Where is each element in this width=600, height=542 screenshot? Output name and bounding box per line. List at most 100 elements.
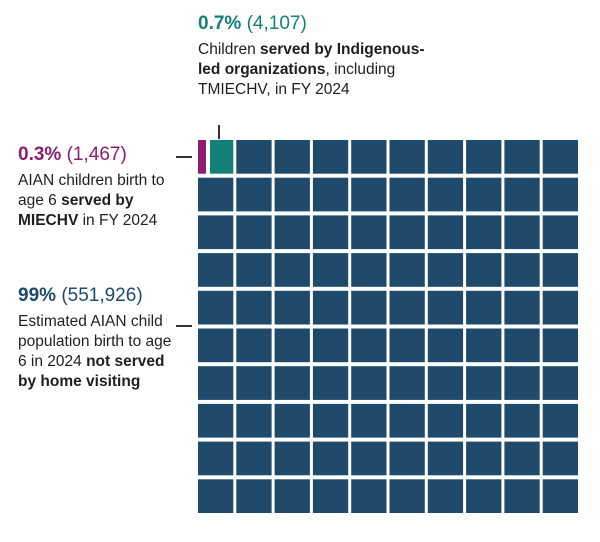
waffle-cell-not-served (427, 441, 464, 476)
waffle-cell-not-served (351, 479, 387, 513)
waffle-cell-not-served (274, 441, 310, 476)
waffle-cell-not-served (504, 479, 540, 513)
annotation-header: 0.7% (4,107) (198, 12, 438, 36)
waffle-cell-not-served (427, 366, 464, 400)
waffle-cell-not-served (198, 328, 234, 363)
waffle-cell-not-served (312, 366, 349, 400)
waffle-cell-not-served (351, 441, 387, 476)
waffle-cell-not-served (274, 479, 310, 513)
waffle-cell-not-served (274, 403, 310, 438)
leader-line-not-served (176, 325, 192, 327)
waffle-cell-not-served (198, 479, 234, 513)
waffle-cell-not-served (542, 328, 578, 363)
pct-label: 0.3% (18, 144, 62, 165)
count-label: (4,107) (246, 13, 307, 34)
waffle-cell-not-served (466, 177, 502, 212)
waffle-cell-not-served (542, 441, 578, 476)
waffle-cell-not-served (504, 177, 540, 212)
annotation-text-run: in FY 2024 (78, 212, 158, 229)
waffle-cell-not-served (274, 215, 310, 250)
waffle-cell-not-served (504, 366, 540, 400)
waffle-cell-not-served (351, 140, 387, 174)
annotation-text: Children served by Indigenous-led organi… (198, 40, 438, 100)
waffle-cell-not-served (236, 403, 272, 438)
pct-label: 0.7% (198, 13, 242, 34)
waffle-cell-not-served (389, 403, 425, 438)
waffle-cell-not-served (236, 140, 272, 174)
waffle-cell-not-served (312, 479, 349, 513)
waffle-cell-not-served (466, 441, 502, 476)
waffle-cell-not-served (351, 177, 387, 212)
waffle-cell-not-served (274, 253, 310, 287)
waffle-cell-not-served (389, 290, 425, 325)
waffle-cell-not-served (466, 140, 502, 174)
waffle-cell-not-served (312, 441, 349, 476)
waffle-cell-not-served (351, 403, 387, 438)
waffle-cell-not-served (542, 253, 578, 287)
waffle-cell-not-served (542, 215, 578, 250)
waffle-cell-not-served (389, 328, 425, 363)
annotation-text-run: served by MIECHV (18, 192, 134, 229)
annotation-not-served: 99% (551,926) Estimated AIAN child popul… (18, 284, 178, 392)
count-label: (551,926) (61, 285, 143, 306)
waffle-cell-not-served (427, 253, 464, 287)
waffle-cell-not-served (389, 215, 425, 250)
waffle-cell-not-served (389, 441, 425, 476)
annotation-miechv: 0.3% (1,467) AIAN children birth to age … (18, 143, 190, 231)
waffle-cell-not-served (351, 253, 387, 287)
waffle-cell-indigenous-led (210, 140, 234, 174)
waffle-cell-not-served (427, 215, 464, 250)
annotation-header: 99% (551,926) (18, 284, 178, 308)
waffle-cell-not-served (312, 215, 349, 250)
waffle-cell-not-served (504, 403, 540, 438)
waffle-cell-not-served (351, 215, 387, 250)
waffle-cell-not-served (351, 328, 387, 363)
annotation-indigenous-led: 0.7% (4,107) Children served by Indigeno… (198, 12, 438, 100)
waffle-cell-not-served (504, 215, 540, 250)
waffle-cell-not-served (312, 177, 349, 212)
waffle-cell-not-served (466, 328, 502, 363)
waffle-cell-not-served (198, 441, 234, 476)
waffle-cell-not-served (427, 177, 464, 212)
waffle-cell-not-served (312, 140, 349, 174)
annotation-text-run: Children (198, 41, 261, 58)
waffle-cell-not-served (427, 328, 464, 363)
waffle-cell-not-served (198, 215, 234, 250)
annotation-text-run: AIAN children birth to age 6 (18, 172, 165, 209)
annotation-text-run: Estimated AIAN child population birth to… (18, 313, 172, 370)
waffle-cell-not-served (542, 479, 578, 513)
waffle-cell-not-served (274, 177, 310, 212)
waffle-cell-not-served (274, 366, 310, 400)
waffle-cell-not-served (236, 215, 272, 250)
waffle-cell-not-served (504, 441, 540, 476)
waffle-cell-not-served (389, 253, 425, 287)
waffle-cell-not-served (389, 366, 425, 400)
waffle-cell-not-served (427, 403, 464, 438)
waffle-cell-miechv (198, 140, 206, 174)
waffle-cell-not-served (466, 479, 502, 513)
annotation-text-run: , including TMIECHV, in FY 2024 (198, 61, 396, 98)
waffle-cell-not-served (236, 253, 272, 287)
waffle-cell-not-served (312, 290, 349, 325)
count-label: (1,467) (66, 144, 127, 165)
waffle-cell-not-served (542, 177, 578, 212)
waffle-cell-not-served (542, 140, 578, 174)
annotation-text-run: served by Indigenous-led organizations (198, 41, 425, 78)
waffle-cell-not-served (542, 403, 578, 438)
leader-line-miechv (176, 156, 192, 158)
waffle-cell-not-served (351, 366, 387, 400)
waffle-cell-not-served (504, 290, 540, 325)
waffle-cell-not-served (236, 177, 272, 212)
waffle-cell-not-served (542, 290, 578, 325)
waffle-cell-not-served (389, 177, 425, 212)
waffle-cell-not-served (198, 177, 234, 212)
waffle-cell-not-served (427, 479, 464, 513)
waffle-cell-not-served (312, 403, 349, 438)
waffle-cell-not-served (504, 253, 540, 287)
waffle-cell-not-served (236, 366, 272, 400)
waffle-cell-not-served (274, 290, 310, 325)
waffle-cell-not-served (198, 403, 234, 438)
waffle-cell-not-served (504, 328, 540, 363)
waffle-cell-not-served (389, 140, 425, 174)
